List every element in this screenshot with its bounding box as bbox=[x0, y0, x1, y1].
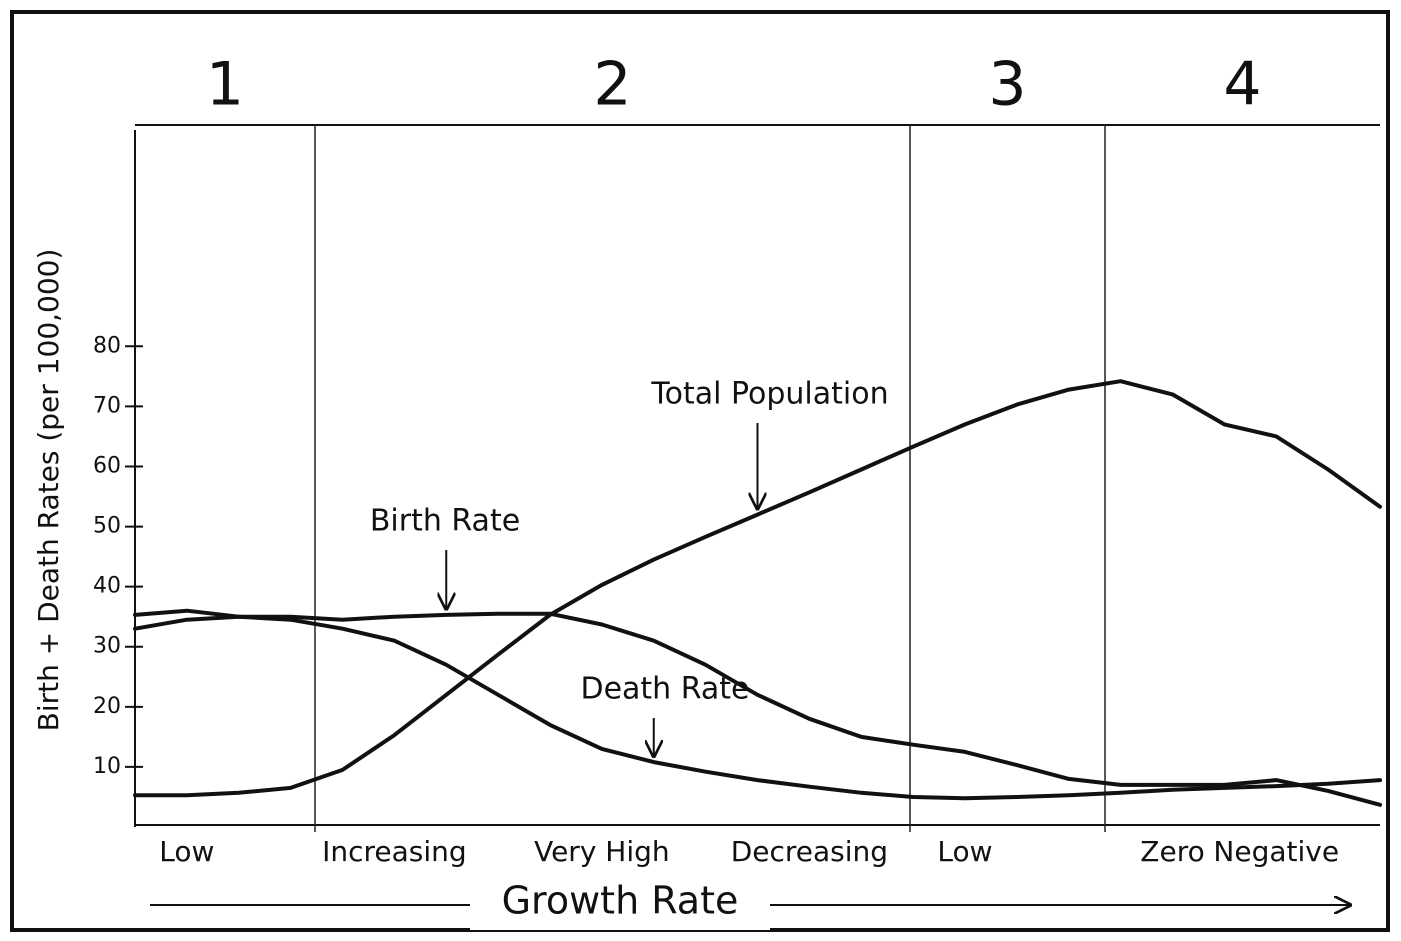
x-axis-title: Growth Rate bbox=[502, 879, 739, 923]
series-label: Total Population bbox=[650, 377, 888, 412]
y-tick-label: 30 bbox=[93, 634, 121, 659]
stage-label: 3 bbox=[988, 50, 1026, 120]
x-tick-label: Very High bbox=[534, 835, 670, 868]
y-tick-label: 60 bbox=[93, 453, 121, 478]
y-tick-label: 40 bbox=[93, 574, 121, 599]
y-tick-label: 10 bbox=[93, 754, 121, 779]
stage-label: 4 bbox=[1223, 50, 1261, 120]
y-tick-label: 20 bbox=[93, 694, 121, 719]
series-label: Birth Rate bbox=[370, 504, 520, 539]
series-line bbox=[135, 617, 1380, 799]
x-tick-label: Low bbox=[937, 835, 992, 868]
chart: Growth Rate Birth + Death Rates (per 100… bbox=[0, 0, 1401, 941]
stage-label: 2 bbox=[593, 50, 631, 120]
y-tick-label: 70 bbox=[93, 393, 121, 418]
x-tick-label: Zero bbox=[1140, 835, 1204, 868]
y-axis-title: Birth + Death Rates (per 100,000) bbox=[32, 249, 65, 732]
x-tick-label: Negative bbox=[1213, 835, 1339, 868]
series-label: Death Rate bbox=[580, 672, 749, 707]
x-tick-label: Low bbox=[159, 835, 214, 868]
stage-label: 1 bbox=[206, 50, 244, 120]
x-tick-label: Decreasing bbox=[731, 835, 888, 868]
y-tick-label: 80 bbox=[93, 333, 121, 358]
x-tick-label: Increasing bbox=[322, 835, 467, 868]
y-tick-label: 50 bbox=[93, 514, 121, 539]
